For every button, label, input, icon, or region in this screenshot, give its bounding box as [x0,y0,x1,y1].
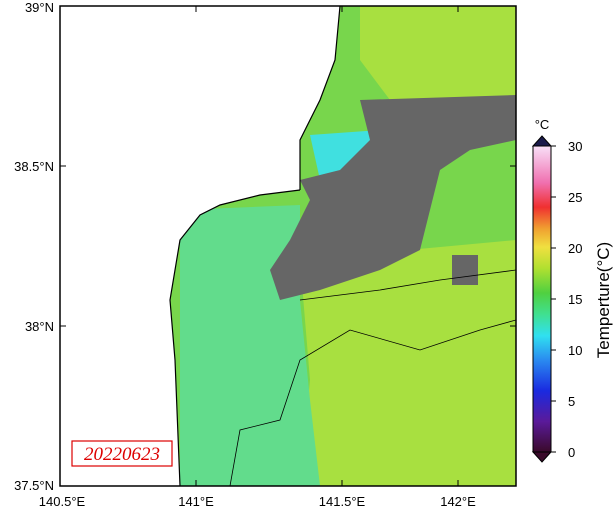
sea-warm [300,240,516,486]
lat-label: 39°N [25,0,54,15]
colorbar-unit: °C [535,117,550,132]
colorbar-title: Temperture(°C) [594,242,613,358]
lon-label: 142°E [440,494,476,509]
lon-label: 141°E [178,494,214,509]
colorbar-tick-label: 5 [568,394,575,409]
colorbar-min-arrow [531,451,553,463]
lat-label: 37.5°N [14,478,54,493]
map-frame [59,5,517,487]
map-area [60,6,516,486]
isotherm [229,319,516,486]
colorbar-tick-label: 20 [568,241,582,256]
lat-label: 38°N [25,319,54,334]
colorbar-tick-label: 25 [568,190,582,205]
colorbar-max-arrow [531,135,553,147]
lat-label: 38.5°N [14,159,54,174]
sea-warm-north [360,6,516,110]
isotherm [299,269,516,301]
lon-label: 141.5°E [319,494,366,509]
cloud-mask-small [452,255,478,285]
colorbar-tick-label: 10 [568,343,582,358]
coastline-north [299,6,341,190]
lon-label: 140.5°E [39,494,86,509]
date-label: 20220623 [84,444,160,465]
colorbar-tick-label: 15 [568,292,582,307]
cloud-mask [270,95,516,300]
colorbar-tick-label: 0 [568,445,575,460]
date-box [71,440,173,467]
coastline [169,189,301,486]
land [60,6,340,486]
colorbar-tick-label: 30 [568,139,582,154]
colorbar [532,145,552,453]
